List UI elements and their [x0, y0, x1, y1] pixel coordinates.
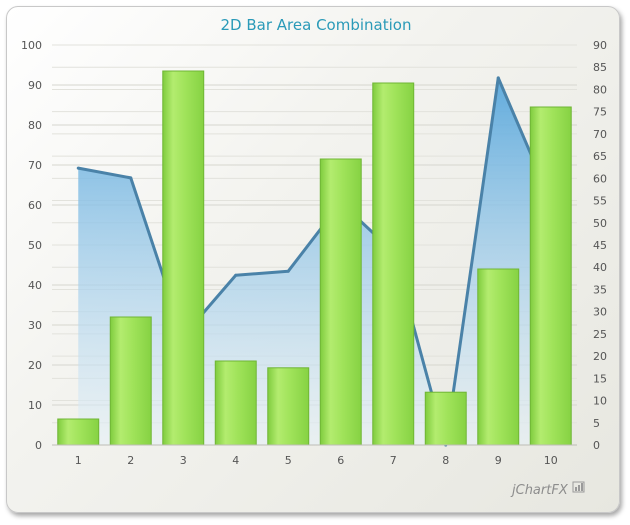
x-tick-label: 6	[337, 454, 344, 467]
bar	[319, 158, 362, 446]
y-left-tick-label: 80	[28, 119, 42, 132]
chart-svg: 2D Bar Area Combination 0102030405060708…	[21, 16, 607, 498]
x-tick-label: 1	[75, 454, 82, 467]
y-left-tick-label: 40	[28, 279, 42, 292]
area-point	[234, 273, 238, 277]
bar	[109, 316, 152, 446]
y-right-tick-label: 0	[593, 439, 600, 452]
brand-logo: jChartFX	[510, 481, 585, 498]
y-left-tick-label: 100	[21, 39, 42, 52]
bar	[162, 70, 205, 446]
bar	[214, 360, 257, 446]
bar-series	[57, 70, 572, 446]
bar	[477, 268, 520, 446]
y-right-tick-label: 10	[593, 395, 607, 408]
x-tick-label: 9	[495, 454, 502, 467]
y-right-tick-label: 45	[593, 239, 607, 252]
y-left-tick-label: 90	[28, 79, 42, 92]
x-tick-label: 7	[390, 454, 397, 467]
chart-title: 2D Bar Area Combination	[221, 16, 412, 34]
bar	[267, 367, 310, 446]
y-left-tick-label: 20	[28, 359, 42, 372]
y-right-tick-label: 90	[593, 39, 607, 52]
y-right-tick-label: 70	[593, 128, 607, 141]
x-tick-label: 4	[232, 454, 239, 467]
x-tick-label: 5	[285, 454, 292, 467]
bar	[57, 418, 100, 446]
y-right-tick-label: 35	[593, 283, 607, 296]
y-right-tick-label: 55	[593, 195, 607, 208]
y-left-tick-label: 10	[28, 399, 42, 412]
y-right-tick-label: 5	[593, 417, 600, 430]
y-left-tick-label: 60	[28, 199, 42, 212]
x-tick-label: 8	[442, 454, 449, 467]
y-right-tick-label: 85	[593, 61, 607, 74]
y-right-tick-label: 15	[593, 372, 607, 385]
y-right-tick-label: 65	[593, 150, 607, 163]
y-right-tick-label: 60	[593, 172, 607, 185]
y-right-tick-label: 75	[593, 106, 607, 119]
area-line	[77, 76, 553, 447]
x-tick-label: 2	[127, 454, 134, 467]
area-point	[76, 166, 80, 170]
bar	[372, 82, 415, 446]
y-left-tick-label: 70	[28, 159, 42, 172]
bar	[424, 391, 467, 446]
bar	[529, 106, 572, 446]
y-right-tick-label: 50	[593, 217, 607, 230]
axis-labels: 0102030405060708090100051015202530354045…	[21, 39, 607, 467]
y-left-tick-label: 0	[35, 439, 42, 452]
y-left-tick-label: 30	[28, 319, 42, 332]
y-right-tick-label: 25	[593, 328, 607, 341]
brand-chart-icon	[572, 481, 585, 493]
y-right-tick-label: 80	[593, 83, 607, 96]
area-point	[286, 269, 290, 273]
x-tick-label: 10	[544, 454, 558, 467]
y-left-tick-label: 50	[28, 239, 42, 252]
brand-text: jChartFX	[510, 483, 569, 498]
y-right-tick-label: 40	[593, 261, 607, 274]
area-point	[496, 76, 500, 80]
y-right-tick-label: 20	[593, 350, 607, 363]
area-point	[129, 176, 133, 180]
y-right-tick-label: 30	[593, 306, 607, 319]
x-tick-label: 3	[180, 454, 187, 467]
chart-frame: 2D Bar Area Combination 0 10 20 30 40 50 60 70 8…	[6, 6, 620, 513]
